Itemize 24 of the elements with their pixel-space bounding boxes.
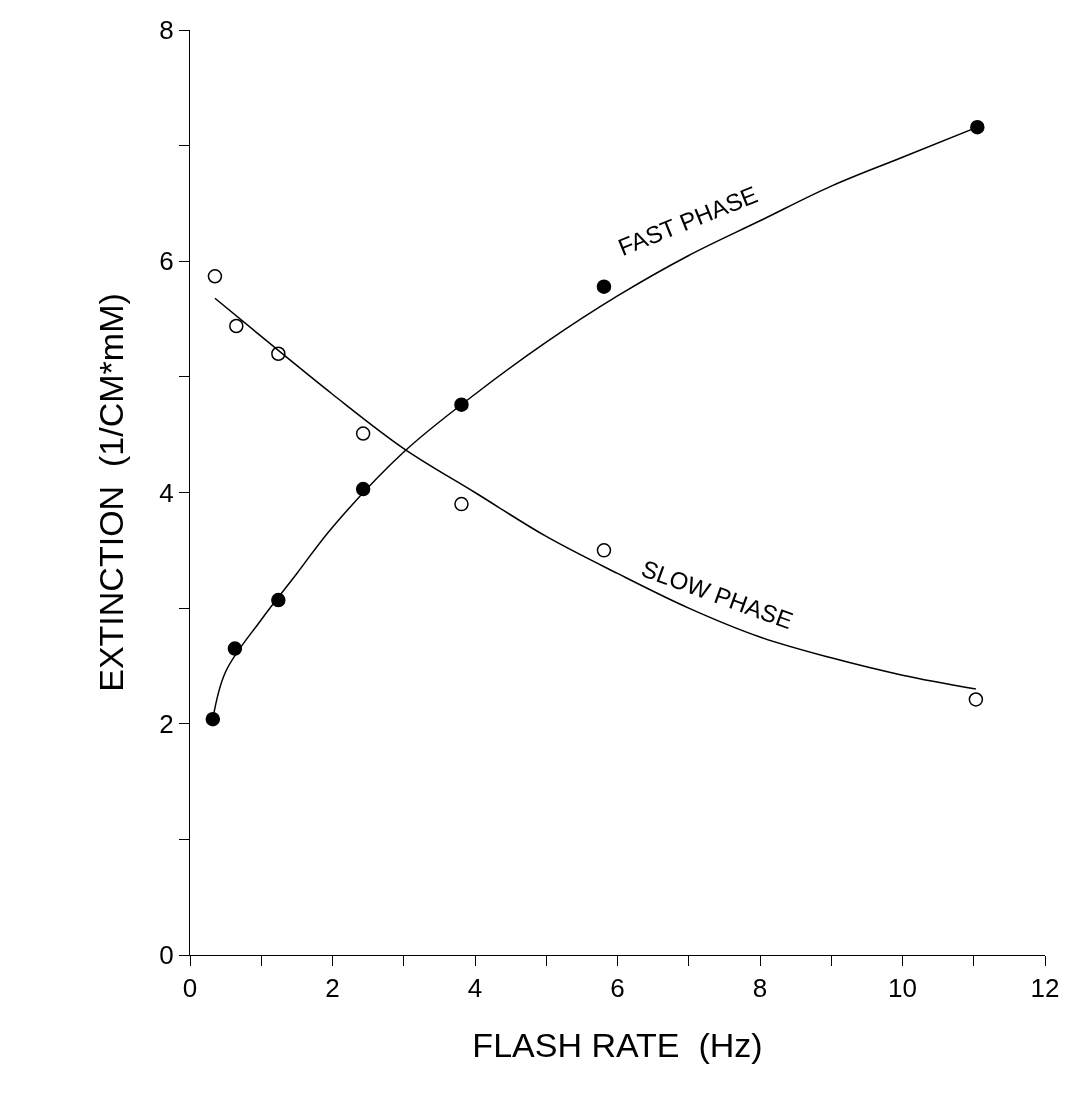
point xyxy=(970,119,985,135)
point xyxy=(207,269,223,284)
x-tick-label: 6 xyxy=(610,973,625,1004)
x-tick-label: 4 xyxy=(467,973,483,1004)
y-tick-label: 4 xyxy=(159,477,174,508)
y-tick-label: 8 xyxy=(159,15,174,46)
point xyxy=(596,543,612,558)
point xyxy=(596,279,612,294)
point xyxy=(454,496,469,512)
y-axis-title: EXTINCTION (1/CM*mM) xyxy=(91,293,130,692)
point xyxy=(271,346,286,361)
y-tick-label: 2 xyxy=(159,708,174,739)
point xyxy=(968,692,984,707)
x-tick-label: 10 xyxy=(888,973,917,1004)
x-tick-label: 0 xyxy=(182,973,198,1004)
point xyxy=(355,426,371,441)
x-tick-label: 2 xyxy=(325,973,340,1004)
y-tick-label: 6 xyxy=(159,246,174,277)
x-tick-label: 12 xyxy=(1030,973,1060,1004)
y-tick-label: 0 xyxy=(159,940,174,971)
point xyxy=(205,711,221,727)
point xyxy=(229,318,244,334)
x-axis-title: FLASH RATE (Hz) xyxy=(472,1025,763,1064)
x-tick-label: 8 xyxy=(752,973,768,1004)
